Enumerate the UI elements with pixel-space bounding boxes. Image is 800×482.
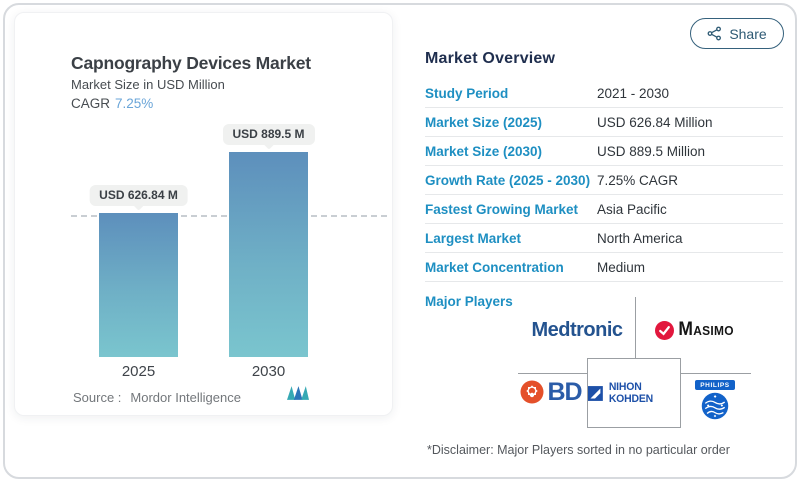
row-value: USD 889.5 Million — [597, 143, 706, 159]
source-value: Mordor Intelligence — [130, 390, 241, 405]
chart-subtitle: Market Size in USD Million — [71, 77, 225, 92]
row-label: Fastest Growing Market — [425, 201, 579, 217]
masimo-circle-icon — [655, 320, 675, 340]
bd-logo: BD — [514, 377, 588, 407]
bar-2025[interactable] — [99, 212, 178, 357]
row-label: Market Concentration — [425, 259, 564, 275]
x-axis-label-2025: 2025 — [121, 363, 156, 380]
row-label: Study Period — [425, 85, 509, 101]
bd-wordmark: BD — [547, 377, 582, 406]
table-row-market-concentration: Market Concentration Medium — [425, 253, 783, 282]
x-axis-label-2030: 2030 — [251, 363, 286, 380]
source-attribution: Source : Mordor Intelligence — [73, 390, 241, 405]
share-icon — [707, 26, 722, 41]
nihon-kohden-icon — [588, 385, 603, 401]
chart-cagr: CAGR 7.25% — [71, 96, 153, 111]
table-row-market-size-2025: Market Size (2025) USD 626.84 Million — [425, 108, 783, 137]
disclaimer-text: *Disclaimer: Major Players sorted in no … — [427, 443, 730, 457]
bar-value-tooltip-2025: USD 626.84 M — [89, 184, 188, 206]
players-connector-right-line — [681, 373, 751, 374]
overview-title: Market Overview — [425, 50, 556, 67]
nihon-kohden-wordmark: Nihon Kohden — [608, 381, 653, 405]
medtronic-logo: Medtronic — [531, 318, 623, 341]
row-label: Market Size (2030) — [425, 143, 543, 159]
row-value: 7.25% CAGR — [597, 172, 679, 188]
share-button[interactable]: Share — [690, 18, 784, 49]
philips-shield-icon — [701, 392, 729, 420]
overview-table: Study Period 2021 - 2030 Market Size (20… — [425, 79, 783, 282]
table-row-largest-market: Largest Market North America — [425, 224, 783, 253]
table-row-market-size-2030: Market Size (2030) USD 889.5 Million — [425, 137, 783, 166]
bar-value-tooltip-2030: USD 889.5 M — [222, 124, 315, 145]
masimo-wordmark: Masimo — [678, 319, 735, 340]
row-value: Asia Pacific — [597, 201, 667, 217]
cagr-label: CAGR — [71, 96, 111, 111]
source-label: Source : — [73, 390, 122, 405]
players-connector-vertical-line — [635, 297, 636, 358]
philips-wordmark: Philips — [695, 380, 735, 390]
row-value: Medium — [597, 259, 646, 275]
bd-sunburst-icon — [520, 380, 544, 404]
nihon-kohden-logo: Nihon Kohden — [587, 358, 681, 428]
row-value: USD 626.84 Million — [597, 114, 713, 130]
table-row-study-period: Study Period 2021 - 2030 — [425, 79, 783, 108]
mordor-intelligence-logo — [287, 386, 309, 400]
bar-2030[interactable] — [229, 152, 308, 357]
row-label: Market Size (2025) — [425, 114, 543, 130]
cagr-value: 7.25% — [115, 96, 154, 111]
players-connector-left-line — [518, 373, 587, 374]
share-button-label: Share — [729, 25, 767, 42]
chart-card: Capnography Devices Market Market Size i… — [14, 12, 393, 416]
philips-logo: Philips — [694, 380, 736, 421]
table-row-growth-rate: Growth Rate (2025 - 2030) 7.25% CAGR — [425, 166, 783, 195]
table-row-fastest-growing-market: Fastest Growing Market Asia Pacific — [425, 195, 783, 224]
chart-title: Capnography Devices Market — [71, 53, 311, 73]
major-players-label: Major Players — [425, 294, 513, 309]
row-label: Growth Rate (2025 - 2030) — [425, 172, 591, 188]
row-value: North America — [597, 230, 683, 246]
row-label: Largest Market — [425, 230, 522, 246]
row-value: 2021 - 2030 — [597, 85, 670, 101]
masimo-logo: Masimo — [644, 317, 748, 343]
